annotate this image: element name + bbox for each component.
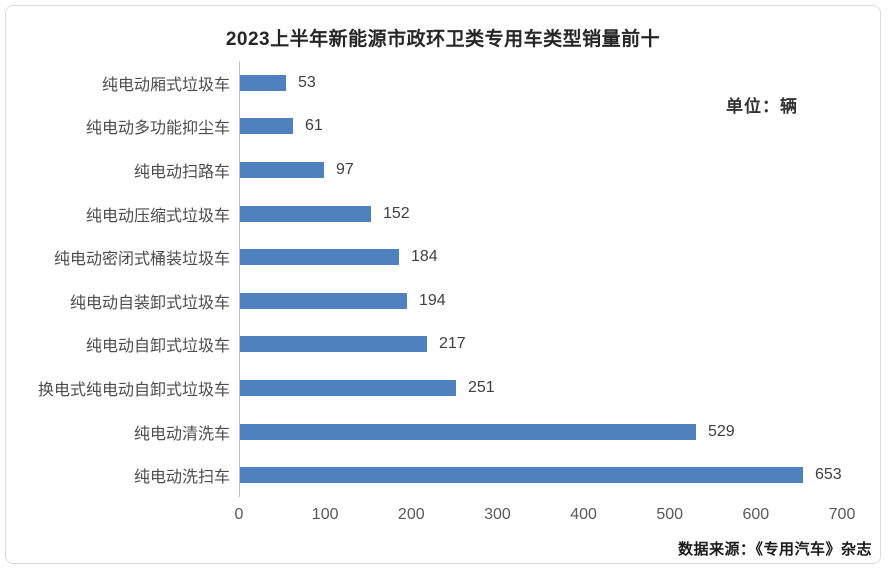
row-plot-area: 61	[239, 104, 864, 149]
value-label: 529	[708, 422, 735, 440]
x-tick-label: 0	[234, 506, 244, 523]
bar-row: 纯电动自装卸式垃圾车 194	[6, 278, 864, 323]
bar-row: 换电式纯电动自卸式垃圾车 251	[6, 366, 864, 410]
x-tick-label: 400	[570, 506, 597, 523]
x-axis: 0 100 200 300 400 500 600 700	[235, 502, 856, 524]
value-label: 653	[815, 466, 842, 484]
bar-row: 纯电动扫路车 97	[6, 148, 864, 192]
bar	[240, 249, 399, 266]
bar	[240, 336, 427, 353]
value-label: 184	[411, 248, 438, 266]
category-label: 纯电动清洗车	[133, 425, 230, 443]
bar	[240, 205, 371, 222]
row-plot-area: 653	[239, 453, 864, 497]
value-label: 194	[419, 291, 446, 309]
bar-row: 纯电动多功能抑尘车 61	[6, 104, 864, 149]
row-plot-area: 194	[239, 278, 864, 323]
bar	[240, 423, 696, 440]
category-label: 纯电动多功能抑尘车	[85, 120, 230, 138]
row-plot-area: 53	[239, 61, 864, 105]
category-label: 纯电动压缩式垃圾车	[85, 207, 230, 225]
row-plot-area: 217	[239, 322, 864, 367]
bar	[240, 292, 407, 309]
bar-row: 纯电动清洗车 529	[6, 409, 864, 454]
value-label: 61	[305, 117, 323, 135]
bar	[240, 118, 293, 135]
bar	[240, 379, 456, 396]
x-tick-label: 300	[484, 506, 511, 523]
bar-rows: 纯电动厢式垃圾车 53 纯电动多功能抑尘车 61 纯电动扫路车 97 纯电动压缩式垃圾车 15…	[6, 61, 864, 497]
row-plot-area: 97	[239, 148, 864, 192]
bar	[240, 467, 803, 484]
row-plot-area: 529	[239, 409, 864, 454]
chart-title: 2023上半年新能源市政环卫类专用车类型销量前十	[225, 29, 661, 50]
x-tick-label: 100	[311, 506, 339, 523]
category-label: 纯电动厢式垃圾车	[101, 76, 230, 94]
category-label: 纯电动扫路车	[133, 163, 230, 181]
category-label: 纯电动密闭式桶装垃圾车	[53, 251, 230, 269]
bar	[240, 74, 286, 91]
value-label: 53	[298, 73, 316, 91]
category-label: 纯电动自装卸式垃圾车	[69, 294, 230, 312]
value-label: 217	[439, 335, 466, 353]
bar-row: 纯电动洗扫车 653	[6, 453, 864, 497]
bar-row: 纯电动自卸式垃圾车 217	[6, 322, 864, 367]
bar	[240, 161, 324, 178]
value-label: 152	[383, 204, 410, 222]
category-label: 纯电动自卸式垃圾车	[85, 338, 230, 356]
bar-row: 纯电动压缩式垃圾车 152	[6, 191, 864, 236]
x-tick-label: 700	[828, 506, 856, 523]
x-tick-label: 200	[397, 506, 425, 523]
unit-label: 单位：辆	[726, 97, 798, 116]
data-source-label: 数据来源：《专用汽车》杂志	[677, 541, 872, 558]
row-plot-area: 251	[239, 366, 864, 410]
chart-panel: 2023上半年新能源市政环卫类专用车类型销量前十 单位：辆 纯电动厢式垃圾车 53…	[5, 5, 881, 564]
bar-row: 纯电动厢式垃圾车 53	[6, 61, 864, 105]
category-label: 纯电动洗扫车	[133, 469, 230, 487]
row-plot-area: 184	[239, 235, 864, 279]
x-tick-label: 500	[656, 506, 684, 523]
value-label: 97	[336, 160, 354, 178]
value-label: 251	[468, 378, 495, 396]
category-label: 换电式纯电动自卸式垃圾车	[37, 381, 230, 399]
bar-row: 纯电动密闭式桶装垃圾车 184	[6, 235, 864, 279]
x-tick-label: 600	[742, 506, 770, 523]
row-plot-area: 152	[239, 191, 864, 236]
